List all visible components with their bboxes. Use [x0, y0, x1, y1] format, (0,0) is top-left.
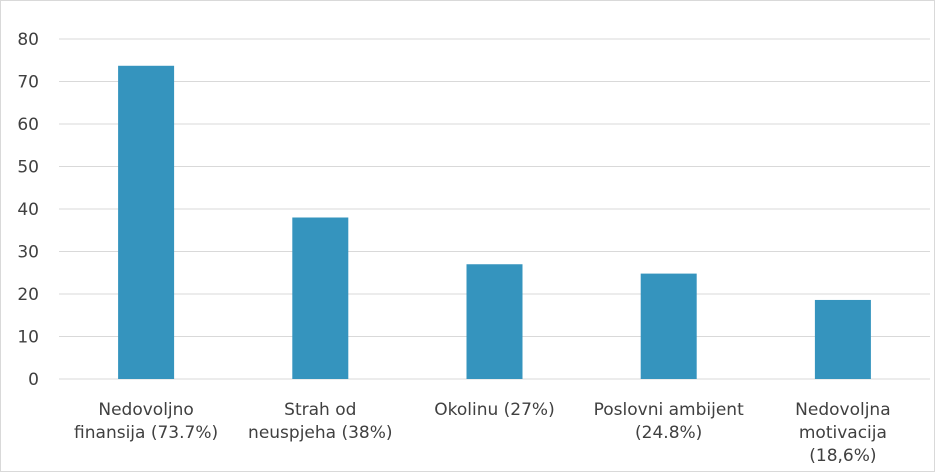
x-category-label-line: Okolinu (27%) [434, 400, 554, 420]
x-category-label-line: Poslovni ambijent [594, 400, 744, 420]
y-axis-ticks: 0 10 20 30 40 50 60 70 80 [17, 30, 39, 390]
x-category-label-line: Nedovoljno [98, 400, 193, 420]
y-tick-label: 60 [17, 115, 39, 135]
y-tick-label: 0 [28, 370, 39, 390]
x-category-label: Nedovoljna motivacija (18,6%) [795, 400, 890, 466]
y-tick-label: 70 [17, 73, 39, 93]
y-tick-label: 20 [17, 285, 39, 305]
x-category-label-line: (18,6%) [809, 446, 876, 466]
x-category-label-line: finansija (73.7%) [74, 423, 218, 443]
gridlines [59, 38, 930, 380]
bar-3 [640, 273, 697, 379]
y-tick-label: 50 [17, 158, 39, 178]
y-tick-label: 10 [17, 328, 39, 348]
x-category-label: Strah od neuspjeha (38%) [248, 400, 392, 443]
x-category-label: Okolinu (27%) [434, 400, 554, 420]
x-category-label-line: Nedovoljna [795, 400, 890, 420]
bar-4 [814, 299, 871, 379]
x-axis-category-labels: Nedovoljno finansija (73.7%) Strah od neusp… [74, 400, 891, 466]
x-category-label-line: motivacija [799, 423, 887, 443]
y-tick-label: 40 [17, 200, 39, 220]
x-category-label-line: neuspjeha (38%) [248, 423, 392, 443]
y-tick-label: 80 [17, 30, 39, 50]
bars [118, 65, 871, 380]
y-tick-label: 30 [17, 243, 39, 263]
x-category-label-line: Strah od [284, 400, 356, 420]
bar-0 [118, 65, 175, 380]
bar-2 [466, 264, 523, 379]
x-category-label-line: (24.8%) [635, 423, 702, 443]
x-category-label: Nedovoljno finansija (73.7%) [74, 400, 218, 443]
bar-1 [292, 217, 349, 379]
x-category-label: Poslovni ambijent (24.8%) [594, 400, 744, 443]
